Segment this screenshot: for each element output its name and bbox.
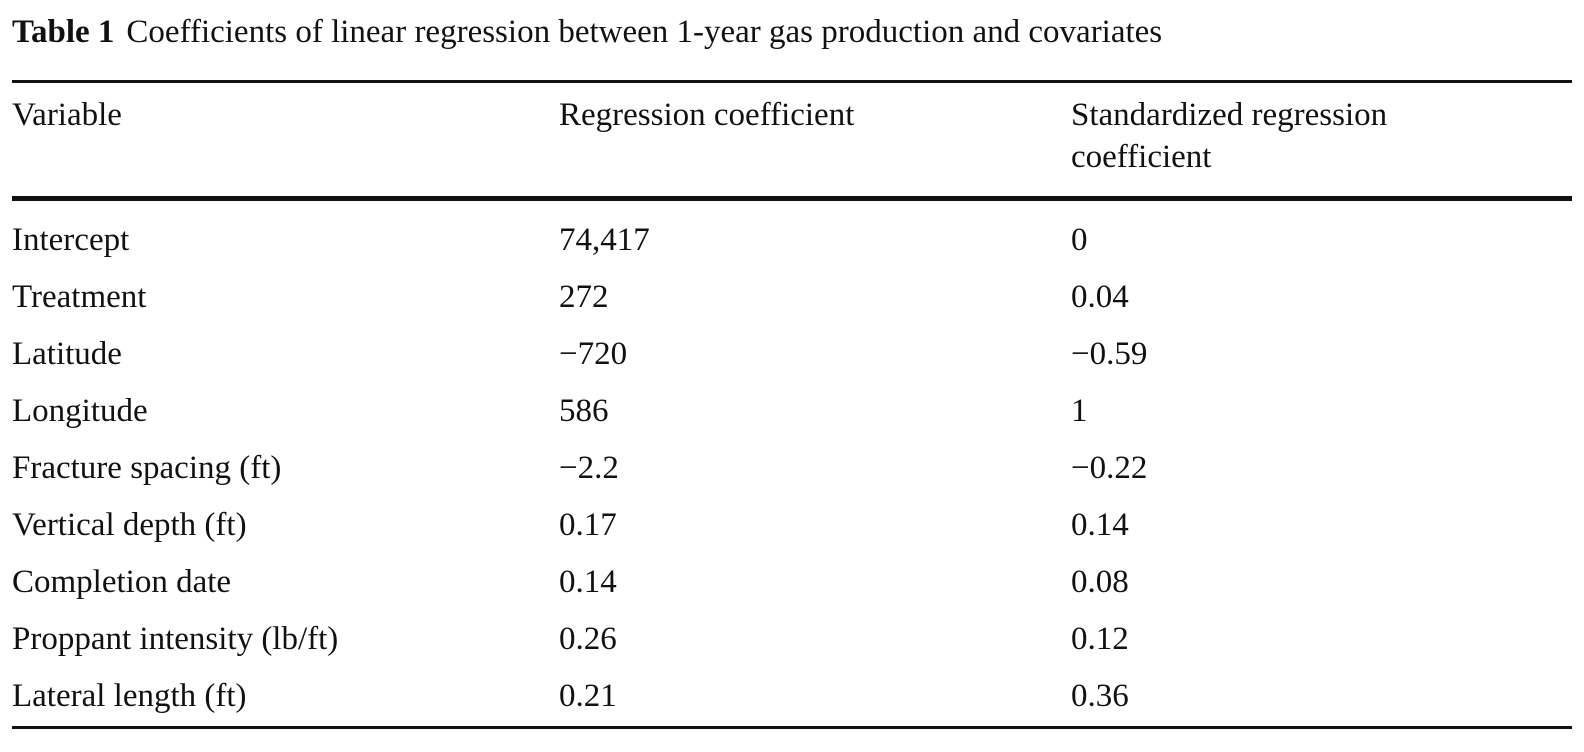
- table-row: Completion date 0.14 0.08: [12, 554, 1572, 611]
- table-top-rule: [12, 80, 1572, 83]
- cell-standardized: 1: [1071, 393, 1088, 429]
- cell-standardized: −0.22: [1071, 450, 1148, 486]
- cell-standardized: 0.08: [1071, 564, 1129, 600]
- table-header: Variable Regression coefficient Standard…: [12, 94, 1572, 184]
- cell-regression: 586: [559, 393, 609, 429]
- cell-variable: Longitude: [12, 393, 148, 429]
- table-row: Lateral length (ft) 0.21 0.36: [12, 668, 1572, 725]
- cell-variable: Vertical depth (ft): [12, 507, 247, 543]
- cell-regression: −2.2: [559, 450, 619, 486]
- table-row: Proppant intensity (lb/ft) 0.26 0.12: [12, 611, 1572, 668]
- cell-regression: 0.21: [559, 678, 617, 714]
- cell-regression: 74,417: [559, 222, 650, 258]
- table-header-rule: [12, 196, 1572, 201]
- cell-standardized: 0: [1071, 222, 1088, 258]
- cell-variable: Treatment: [12, 279, 147, 315]
- cell-standardized: 0.12: [1071, 621, 1129, 657]
- cell-variable: Fracture spacing (ft): [12, 450, 282, 486]
- table-row: Fracture spacing (ft) −2.2 −0.22: [12, 440, 1572, 497]
- header-variable: Variable: [12, 97, 122, 133]
- cell-regression: 0.26: [559, 621, 617, 657]
- cell-standardized: 0.04: [1071, 279, 1129, 315]
- table-row: Latitude −720 −0.59: [12, 326, 1572, 383]
- header-regression-coefficient: Regression coefficient: [559, 97, 855, 133]
- cell-variable: Intercept: [12, 222, 130, 258]
- table-row: Vertical depth (ft) 0.17 0.14: [12, 497, 1572, 554]
- table-row: Longitude 586 1: [12, 383, 1572, 440]
- cell-variable: Lateral length (ft): [12, 678, 247, 714]
- cell-regression: 0.14: [559, 564, 617, 600]
- table-row: Treatment 272 0.04: [12, 269, 1572, 326]
- table-label: Table 1: [12, 14, 115, 50]
- table-row: Intercept 74,417 0: [12, 212, 1572, 269]
- cell-regression: 0.17: [559, 507, 617, 543]
- table-bottom-rule: [12, 726, 1572, 729]
- cell-variable: Proppant intensity (lb/ft): [12, 621, 339, 657]
- cell-regression: 272: [559, 279, 609, 315]
- table-title: Coefficients of linear regression betwee…: [126, 14, 1163, 50]
- cell-variable: Completion date: [12, 564, 232, 600]
- table-caption: Table 1 Coefficients of linear regression…: [12, 10, 1162, 54]
- header-standardized-regression-coefficient: Standardized regression coefficient: [1071, 97, 1388, 175]
- cell-variable: Latitude: [12, 336, 122, 372]
- cell-standardized: 0.14: [1071, 507, 1129, 543]
- cell-regression: −720: [559, 336, 628, 372]
- cell-standardized: −0.59: [1071, 336, 1148, 372]
- cell-standardized: 0.36: [1071, 678, 1129, 714]
- table-body: Intercept 74,417 0 Treatment 272 0.04 La…: [12, 212, 1572, 722]
